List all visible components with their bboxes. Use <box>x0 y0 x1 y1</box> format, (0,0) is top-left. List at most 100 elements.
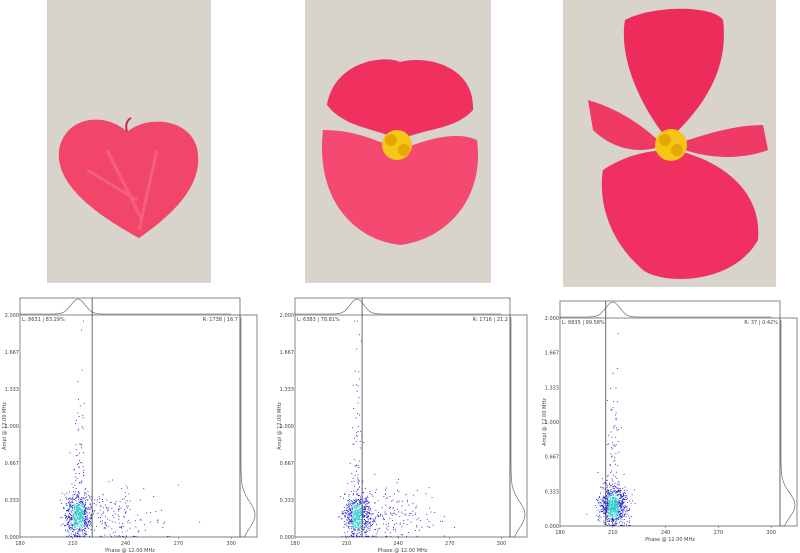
data-point <box>357 320 358 322</box>
data-point <box>69 506 71 508</box>
data-point <box>79 452 80 454</box>
data-point <box>85 532 87 534</box>
data-point <box>69 504 71 506</box>
data-point <box>82 522 84 523</box>
data-point <box>81 524 83 526</box>
data-point <box>85 518 87 520</box>
data-point <box>616 512 618 514</box>
data-point <box>363 508 365 510</box>
data-point <box>341 512 343 514</box>
data-point <box>610 431 612 433</box>
data-point <box>354 533 356 534</box>
data-point <box>88 508 90 510</box>
data-point <box>67 522 69 524</box>
data-point <box>365 499 367 501</box>
data-point <box>364 531 366 532</box>
data-point <box>382 515 383 517</box>
data-point <box>355 512 356 513</box>
data-point <box>354 522 356 523</box>
data-point <box>626 506 628 508</box>
data-point <box>70 535 72 537</box>
data-point <box>68 532 70 534</box>
data-point <box>351 533 353 535</box>
data-point <box>342 513 344 515</box>
data-point <box>123 498 125 500</box>
data-point <box>349 514 350 516</box>
data-point <box>341 535 343 537</box>
data-point <box>71 501 73 502</box>
data-point <box>79 526 81 527</box>
data-point <box>72 514 74 516</box>
data-point <box>86 507 88 509</box>
data-point <box>620 505 622 507</box>
data-point <box>90 503 91 505</box>
data-point <box>603 508 605 510</box>
data-point <box>396 482 398 484</box>
data-point <box>340 518 342 520</box>
data-point <box>371 525 372 527</box>
data-point <box>616 494 618 496</box>
data-point <box>614 513 616 515</box>
data-point <box>607 518 609 520</box>
data-point <box>358 495 359 497</box>
data-point <box>606 517 608 518</box>
data-point <box>352 531 354 532</box>
data-point <box>84 497 86 499</box>
data-point <box>358 495 360 496</box>
data-point <box>366 503 368 505</box>
data-point <box>70 514 72 516</box>
data-point <box>400 534 402 535</box>
data-point <box>612 407 614 409</box>
data-point <box>72 494 74 496</box>
data-point <box>75 523 76 524</box>
data-point <box>353 518 355 520</box>
data-point <box>68 516 70 518</box>
data-point <box>68 534 70 536</box>
data-point <box>349 512 351 514</box>
data-point <box>358 509 360 510</box>
data-point <box>73 513 75 515</box>
data-point <box>611 514 613 515</box>
data-point <box>358 334 360 336</box>
data-point <box>617 508 619 510</box>
data-point <box>75 524 77 525</box>
data-point <box>357 509 358 511</box>
data-point <box>613 474 615 476</box>
data-point <box>76 510 78 512</box>
data-point <box>77 505 79 506</box>
data-point <box>628 515 630 517</box>
data-point <box>81 462 83 464</box>
data-point <box>356 534 358 536</box>
data-point <box>112 515 114 516</box>
data-point <box>348 518 349 520</box>
data-point <box>84 513 86 514</box>
data-point <box>108 526 110 528</box>
data-point <box>612 486 614 488</box>
data-point <box>118 516 120 517</box>
data-point <box>78 503 80 505</box>
data-point <box>118 508 120 510</box>
data-point <box>71 505 73 507</box>
data-point <box>73 510 75 512</box>
data-point <box>82 466 84 468</box>
data-point <box>609 509 611 510</box>
data-point <box>414 514 416 515</box>
data-point <box>612 508 614 510</box>
data-point <box>78 398 79 400</box>
data-point <box>347 525 349 527</box>
data-point <box>373 535 375 537</box>
data-point <box>77 496 79 498</box>
data-point <box>357 513 358 515</box>
data-point <box>82 417 84 419</box>
data-point <box>621 502 623 503</box>
data-point <box>89 521 91 522</box>
data-point <box>100 504 102 506</box>
data-point <box>82 508 84 510</box>
data-point <box>606 504 608 506</box>
data-point <box>362 511 364 513</box>
data-point <box>79 509 81 511</box>
data-point <box>621 516 623 518</box>
data-point <box>618 517 620 518</box>
data-point <box>81 329 82 331</box>
data-point <box>611 518 613 520</box>
